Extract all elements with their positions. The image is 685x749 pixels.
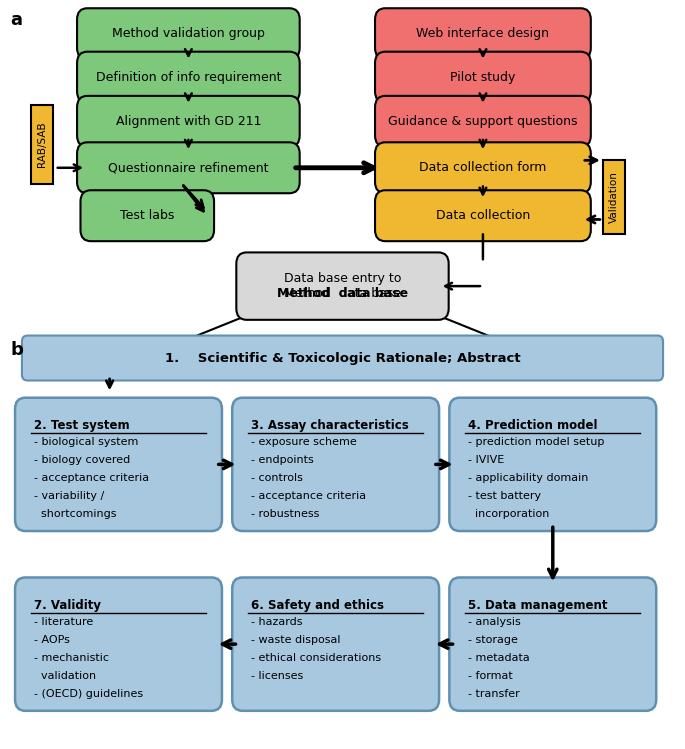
Text: - variability /: - variability / — [34, 491, 104, 501]
Text: 6. Safety and ethics: 6. Safety and ethics — [251, 599, 384, 612]
Text: Method  data base: Method data base — [277, 287, 408, 300]
FancyBboxPatch shape — [375, 190, 590, 241]
FancyBboxPatch shape — [77, 96, 300, 147]
Text: 2. Test system: 2. Test system — [34, 419, 129, 432]
FancyBboxPatch shape — [77, 142, 300, 193]
FancyBboxPatch shape — [31, 105, 53, 184]
Text: Validation: Validation — [609, 171, 619, 223]
Text: - AOPs: - AOPs — [34, 635, 69, 645]
Text: - acceptance criteria: - acceptance criteria — [251, 491, 366, 501]
Text: 3. Assay characteristics: 3. Assay characteristics — [251, 419, 408, 432]
FancyBboxPatch shape — [375, 96, 590, 147]
Text: - controls: - controls — [251, 473, 303, 483]
Text: Test labs: Test labs — [120, 209, 175, 222]
Text: Pilot study: Pilot study — [450, 70, 516, 84]
Text: Data collection: Data collection — [436, 209, 530, 222]
Text: Web interface design: Web interface design — [416, 27, 549, 40]
FancyBboxPatch shape — [15, 398, 222, 531]
Text: shortcomings: shortcomings — [34, 509, 116, 519]
Text: Method validation group: Method validation group — [112, 27, 265, 40]
Text: - hazards: - hazards — [251, 617, 302, 627]
Text: Definition of info requirement: Definition of info requirement — [96, 70, 281, 84]
FancyBboxPatch shape — [603, 160, 625, 234]
Text: Data base entry to
Method  data base: Data base entry to Method data base — [284, 272, 401, 300]
Text: - ethical considerations: - ethical considerations — [251, 653, 381, 663]
FancyBboxPatch shape — [81, 190, 214, 241]
Text: 1.    Scientific & Toxicologic Rationale; Abstract: 1. Scientific & Toxicologic Rationale; A… — [164, 351, 521, 365]
Text: 4. Prediction model: 4. Prediction model — [468, 419, 597, 432]
FancyBboxPatch shape — [236, 252, 449, 320]
Text: - mechanistic: - mechanistic — [34, 653, 108, 663]
Text: - IVIVE: - IVIVE — [468, 455, 504, 465]
Text: - acceptance criteria: - acceptance criteria — [34, 473, 149, 483]
Text: - metadata: - metadata — [468, 653, 530, 663]
Text: - prediction model setup: - prediction model setup — [468, 437, 604, 447]
Text: RAB/SAB: RAB/SAB — [37, 121, 47, 167]
Text: - robustness: - robustness — [251, 509, 319, 519]
FancyBboxPatch shape — [375, 52, 590, 103]
Text: incorporation: incorporation — [468, 509, 549, 519]
Text: - exposure scheme: - exposure scheme — [251, 437, 356, 447]
FancyBboxPatch shape — [232, 398, 439, 531]
Text: - storage: - storage — [468, 635, 518, 645]
Text: b: b — [10, 341, 23, 359]
FancyBboxPatch shape — [15, 577, 222, 711]
Text: - endpoints: - endpoints — [251, 455, 314, 465]
Text: a: a — [10, 11, 23, 29]
Text: Questionnaire refinement: Questionnaire refinement — [108, 161, 269, 175]
Text: Guidance & support questions: Guidance & support questions — [388, 115, 577, 128]
Text: - analysis: - analysis — [468, 617, 521, 627]
Text: Data collection form: Data collection form — [419, 161, 547, 175]
Text: - biology covered: - biology covered — [34, 455, 130, 465]
Text: 5. Data management: 5. Data management — [468, 599, 608, 612]
Text: - waste disposal: - waste disposal — [251, 635, 340, 645]
FancyBboxPatch shape — [232, 577, 439, 711]
Text: - biological system: - biological system — [34, 437, 138, 447]
FancyBboxPatch shape — [77, 8, 300, 59]
Text: Alignment with GD 211: Alignment with GD 211 — [116, 115, 261, 128]
FancyBboxPatch shape — [449, 577, 656, 711]
FancyBboxPatch shape — [375, 8, 590, 59]
FancyBboxPatch shape — [22, 336, 663, 380]
FancyBboxPatch shape — [77, 52, 300, 103]
Text: - applicability domain: - applicability domain — [468, 473, 588, 483]
Text: - literature: - literature — [34, 617, 92, 627]
Text: - format: - format — [468, 671, 512, 681]
Text: - (OECD) guidelines: - (OECD) guidelines — [34, 689, 142, 699]
Text: - test battery: - test battery — [468, 491, 541, 501]
Text: - transfer: - transfer — [468, 689, 520, 699]
Text: - licenses: - licenses — [251, 671, 303, 681]
Text: 7. Validity: 7. Validity — [34, 599, 101, 612]
Text: validation: validation — [34, 671, 96, 681]
FancyBboxPatch shape — [375, 142, 590, 193]
FancyBboxPatch shape — [449, 398, 656, 531]
